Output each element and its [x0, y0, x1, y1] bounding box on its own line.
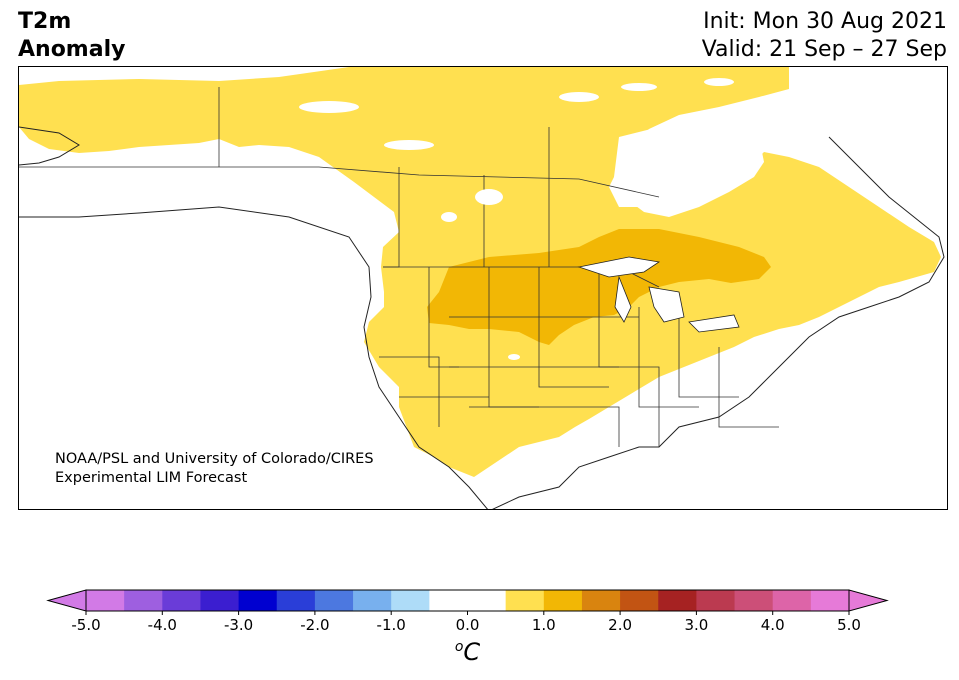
colorbar-tick-label: 4.0	[761, 616, 785, 634]
colorbar-bin	[734, 590, 774, 611]
anomaly-map	[18, 66, 948, 510]
colorbar-bin	[124, 590, 163, 611]
colorbar-tick-label: 1.0	[532, 616, 556, 634]
canadian-lakes	[299, 78, 734, 360]
colorbar-bin	[162, 590, 201, 611]
credit-text: NOAA/PSL and University of Colorado/CIRE…	[55, 450, 374, 488]
colorbar-tick-label: -4.0	[148, 616, 177, 634]
great-lakes	[577, 256, 740, 333]
colorbar-bin	[429, 590, 468, 611]
colorbar-bin	[276, 590, 316, 611]
colorbar-tick-label: -1.0	[377, 616, 406, 634]
credit-line2: Experimental LIM Forecast	[55, 470, 248, 486]
political-borders	[19, 87, 779, 447]
title-quantity: Anomaly	[18, 37, 126, 62]
map-title: T2m Anomaly	[18, 8, 125, 64]
colorbar-bin	[505, 590, 545, 611]
init-date: Init: Mon 30 Aug 2021	[703, 9, 947, 34]
colorbar-tick-label: -2.0	[300, 616, 329, 634]
colorbar-tick-label: -3.0	[224, 616, 253, 634]
colorbar-max-extend	[848, 589, 889, 612]
colorbar-tick-label: 2.0	[608, 616, 632, 634]
title-variable: T2m	[18, 9, 72, 34]
colorbar-unit: oC	[0, 638, 935, 666]
colorbar: -5.0 -4.0 -3.0 -2.0 -1.0 0.0 1.0 2.0 3.0 4.0 5.0	[46, 589, 889, 634]
valid-range: Valid: 21 Sep – 27 Sep	[701, 37, 947, 62]
forecast-dates: Init: Mon 30 Aug 2021 Valid: 21 Sep – 27…	[702, 8, 947, 64]
unit-degree: o	[454, 639, 464, 655]
colorbar-bin	[200, 590, 240, 611]
colorbar-bin	[391, 590, 430, 611]
colorbar-tick-label: -5.0	[71, 616, 100, 634]
colorbar-tick-label: 0.0	[456, 616, 480, 634]
north-america-map	[19, 67, 945, 509]
colorbar-tick-label: 5.0	[837, 616, 861, 634]
colorbar-bin	[314, 590, 354, 611]
colorbar-min-extend	[46, 589, 87, 612]
colorbar-bin	[238, 590, 278, 611]
credit-line1: NOAA/PSL and University of Colorado/CIRE…	[55, 451, 374, 467]
colorbar-bin	[772, 590, 812, 611]
colorbar-tick-label: 3.0	[684, 616, 708, 634]
colorbar-bin	[696, 590, 736, 611]
unit-letter: C	[463, 638, 481, 666]
colorbar-bin	[86, 590, 125, 611]
colorbar-bin	[353, 590, 392, 611]
colorbar-bin	[581, 590, 621, 611]
hudson-bay-neutral	[614, 117, 764, 217]
colorbar-bin	[810, 590, 850, 611]
colorbar-bin	[620, 590, 659, 611]
colorbar-bin	[543, 590, 583, 611]
coastline	[19, 126, 945, 509]
colorbar-bin	[658, 590, 697, 611]
colorbar-bin	[467, 590, 507, 611]
